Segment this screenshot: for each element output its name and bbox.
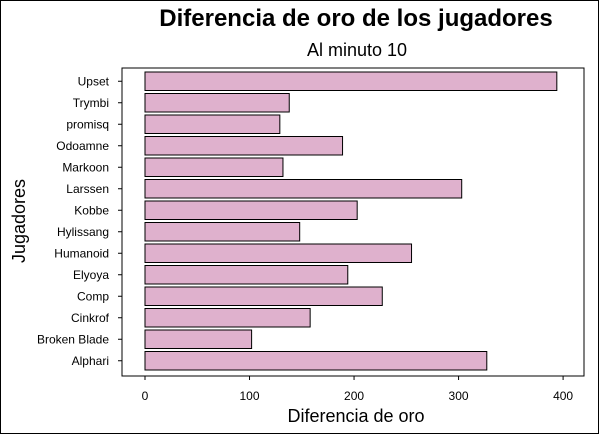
bar-markoon bbox=[145, 158, 283, 177]
bar-cinkrof bbox=[145, 309, 310, 328]
x-tick-label: 300 bbox=[449, 389, 469, 403]
y-tick-label: Alphari bbox=[72, 354, 109, 368]
bar-odoamne bbox=[145, 137, 343, 156]
bar-trymbi bbox=[145, 94, 289, 113]
x-axis: 0 100 200 300 400 bbox=[142, 376, 574, 403]
y-axis: Alphari Broken Blade Cinkrof Comp Elyoya Huma… bbox=[37, 74, 122, 368]
bar-upset bbox=[145, 72, 557, 91]
y-tick-label: Odoamne bbox=[56, 139, 109, 153]
y-tick-label: Broken Blade bbox=[37, 332, 109, 346]
y-tick-label: Markoon bbox=[62, 160, 109, 174]
y-tick-label: Humanoid bbox=[54, 246, 109, 260]
bar-larssen bbox=[145, 180, 462, 199]
y-tick-label: Upset bbox=[78, 74, 110, 88]
bar-kobbe bbox=[145, 201, 357, 220]
y-tick-label: Hylissang bbox=[57, 225, 109, 239]
bar-alphari bbox=[145, 352, 487, 371]
x-tick-label: 200 bbox=[344, 389, 364, 403]
x-tick-label: 0 bbox=[142, 389, 149, 403]
y-axis-title: Jugadores bbox=[9, 179, 29, 263]
x-axis-title: Diferencia de oro bbox=[287, 406, 424, 426]
y-tick-label: Comp bbox=[77, 289, 109, 303]
bars-group bbox=[145, 72, 557, 370]
y-tick-label: Cinkrof bbox=[71, 311, 110, 325]
bar-comp bbox=[145, 287, 382, 306]
bar-hylissang bbox=[145, 223, 300, 242]
bar-promisq bbox=[145, 115, 280, 134]
x-tick-label: 100 bbox=[240, 389, 260, 403]
bar-humanoid bbox=[145, 244, 412, 263]
y-tick-label: Elyoya bbox=[73, 268, 109, 282]
y-tick-label: Larssen bbox=[66, 182, 109, 196]
y-tick-label: Trymbi bbox=[73, 96, 109, 110]
x-tick-label: 400 bbox=[553, 389, 573, 403]
bar-broken-blade bbox=[145, 330, 252, 349]
y-tick-label: Kobbe bbox=[74, 203, 109, 217]
bar-elyoya bbox=[145, 266, 348, 285]
y-tick-label: promisq bbox=[66, 117, 109, 131]
